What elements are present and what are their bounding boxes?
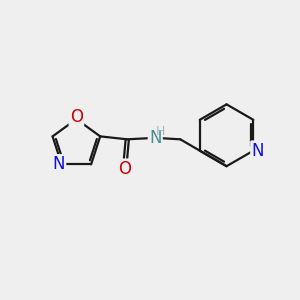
Text: N: N [149,129,161,147]
Text: H: H [156,125,165,138]
Text: N: N [251,142,264,160]
Text: O: O [70,108,83,126]
Text: N: N [52,155,65,173]
Text: O: O [118,160,131,178]
